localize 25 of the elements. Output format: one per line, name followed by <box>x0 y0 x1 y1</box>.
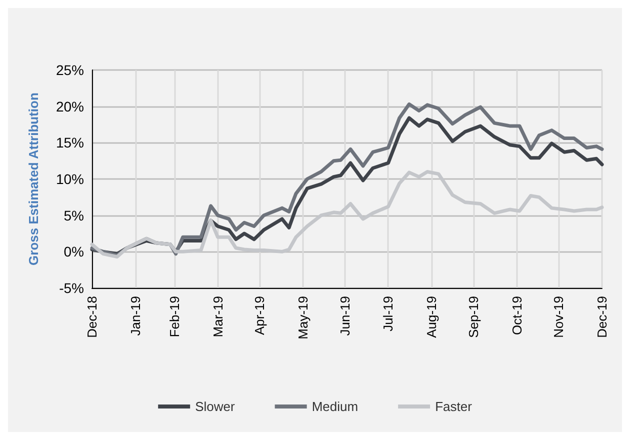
y-tick-label: 0% <box>64 244 84 260</box>
x-tick-label: Aug-19 <box>424 296 440 338</box>
line-series <box>90 170 604 259</box>
y-tick-label: -5% <box>59 280 84 296</box>
x-tick-label: Jul-19 <box>380 296 396 332</box>
y-tick-label: 15% <box>56 134 84 151</box>
x-tick-label: Dec-18 <box>84 296 100 338</box>
y-tick-label: 10% <box>56 171 84 187</box>
legend-label: Slower <box>195 399 236 414</box>
x-tick-label: Jan-19 <box>128 296 143 336</box>
y-tick-label: 20% <box>56 98 84 114</box>
x-tick-label: May-19 <box>295 296 310 340</box>
x-tick-label: Mar-19 <box>210 296 226 338</box>
y-tick-label: 25% <box>56 62 84 78</box>
y-axis-title: Gross Estimated Attribution <box>26 92 41 266</box>
y-tick-label: 5% <box>64 207 84 224</box>
x-tick-label: Oct-19 <box>509 296 524 336</box>
x-tick-label: Jun-19 <box>337 296 352 336</box>
legend-label: Medium <box>312 399 358 414</box>
x-tick-label: Dec-19 <box>594 296 610 338</box>
x-tick-label: Nov-19 <box>551 296 566 338</box>
x-tick-label: Apr-19 <box>252 296 268 336</box>
legend-label: Faster <box>435 399 473 414</box>
x-tick-label: Feb-19 <box>166 296 182 338</box>
x-tick-label: Sep-19 <box>466 296 481 338</box>
